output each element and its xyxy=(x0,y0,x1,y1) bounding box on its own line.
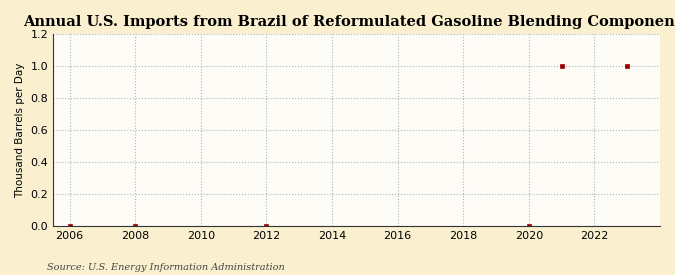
Y-axis label: Thousand Barrels per Day: Thousand Barrels per Day xyxy=(15,62,25,198)
Text: Source: U.S. Energy Information Administration: Source: U.S. Energy Information Administ… xyxy=(47,263,285,272)
Title: Annual U.S. Imports from Brazil of Reformulated Gasoline Blending Components: Annual U.S. Imports from Brazil of Refor… xyxy=(23,15,675,29)
